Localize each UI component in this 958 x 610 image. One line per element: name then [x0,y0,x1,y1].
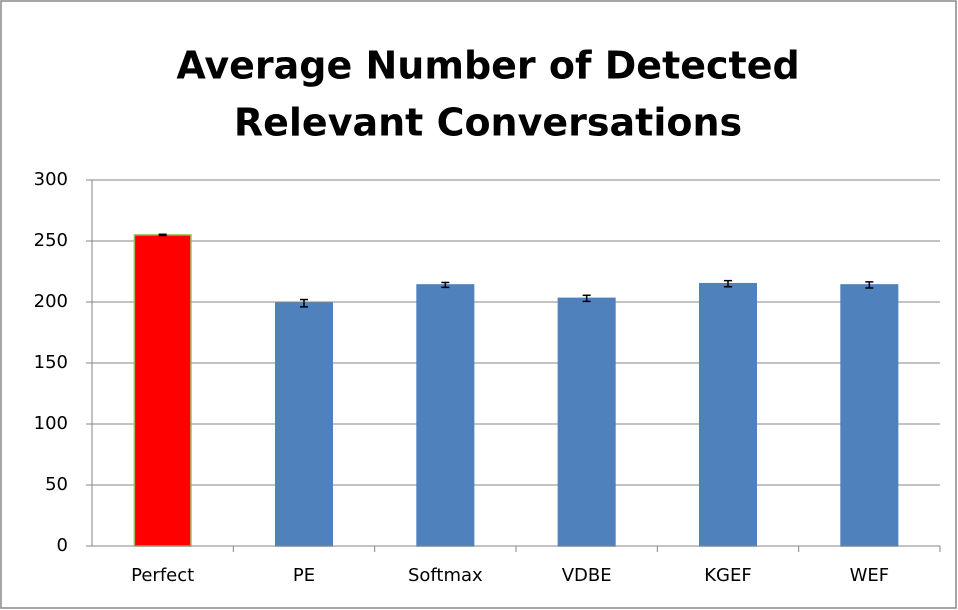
y-tick-label: 50 [45,474,68,495]
bar [416,284,475,547]
y-tick-label: 150 [34,352,68,373]
x-tick-label: Softmax [408,565,483,586]
y-tick-label: 200 [34,291,68,312]
bar [840,284,899,547]
x-tick-label: PE [293,565,315,586]
bar [274,302,334,547]
bar [698,282,758,547]
x-tick-label: WEF [850,565,890,586]
y-tick-label: 250 [34,230,68,251]
chart-title: Average Number of Detected [176,44,799,88]
x-tick-label: Perfect [131,565,194,586]
y-tick-label: 0 [57,535,68,556]
x-tick-label: KGEF [704,565,751,586]
chart-title: Relevant Conversations [234,101,742,145]
y-tick-label: 100 [34,413,68,434]
bar [133,234,192,547]
y-tick-label: 300 [34,169,68,190]
x-tick-label: VDBE [562,565,612,586]
bar [557,297,616,547]
